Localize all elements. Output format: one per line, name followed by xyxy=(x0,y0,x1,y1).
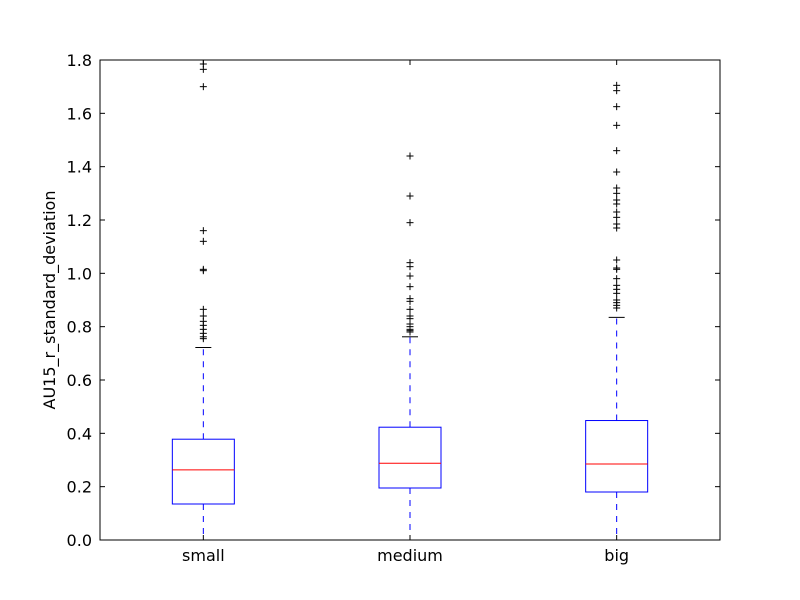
y-tick-label: 0.4 xyxy=(67,424,92,443)
y-tick-label: 0.8 xyxy=(67,318,92,337)
flier xyxy=(613,121,621,129)
flier xyxy=(406,219,414,227)
flier xyxy=(613,103,621,111)
box-group-medium xyxy=(378,152,442,541)
flier xyxy=(199,265,207,273)
x-tick-label: big xyxy=(604,546,629,565)
flier xyxy=(406,259,414,267)
flier xyxy=(406,272,414,280)
flier xyxy=(613,296,621,304)
flier xyxy=(613,256,621,264)
flier xyxy=(613,208,621,216)
box-group-small xyxy=(171,60,235,541)
flier xyxy=(613,168,621,176)
flier xyxy=(406,283,414,291)
y-tick-label: 1.8 xyxy=(67,51,92,70)
flier xyxy=(613,264,621,272)
y-tick-label: 0.6 xyxy=(67,371,92,390)
flier xyxy=(613,147,621,155)
flier xyxy=(199,237,207,245)
flier xyxy=(406,312,414,320)
y-tick-label: 0.2 xyxy=(67,478,92,497)
box xyxy=(378,426,442,489)
y-tick-label: 1.4 xyxy=(67,158,92,177)
flier xyxy=(613,275,621,283)
x-tick-label: medium xyxy=(377,546,443,565)
flier xyxy=(199,305,207,313)
flier xyxy=(613,196,621,204)
flier xyxy=(613,81,621,89)
y-tick-label: 1.6 xyxy=(67,104,92,123)
flier xyxy=(406,192,414,200)
box xyxy=(585,420,649,493)
x-tick-label: small xyxy=(182,546,225,565)
y-tick-label: 1.2 xyxy=(67,211,92,230)
flier xyxy=(613,184,621,192)
flier xyxy=(199,227,207,235)
box-group-big xyxy=(585,81,649,541)
box xyxy=(171,438,235,505)
y-tick-label: 1.0 xyxy=(67,264,92,283)
plot-marks xyxy=(171,60,649,541)
y-axis-label: AU15_r_standard_deviation xyxy=(40,191,60,410)
flier xyxy=(199,83,207,91)
flier xyxy=(406,305,414,313)
flier xyxy=(406,295,414,303)
flier xyxy=(406,152,414,160)
y-tick-label: 0.0 xyxy=(67,531,92,550)
flier xyxy=(199,312,207,320)
axes: 0.0 0.2 0.4 0.6 0.8 1.0 1.2 1.4 1.6 1.8 small mediu… xyxy=(67,51,720,565)
flier xyxy=(613,220,621,228)
flier xyxy=(613,281,621,289)
